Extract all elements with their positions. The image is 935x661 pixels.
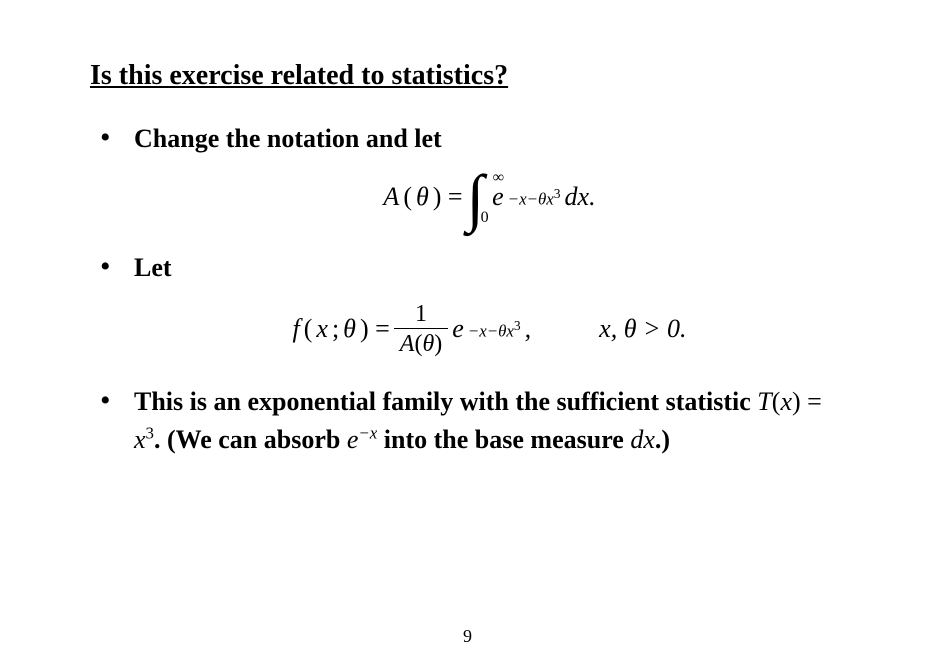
sym-theta-2: θ	[343, 310, 356, 348]
b3-p2: . (We can absorb	[154, 425, 347, 454]
b3-p4: .)	[655, 425, 670, 454]
comma: ,	[525, 310, 532, 348]
page-title: Is this exercise related to statistics?	[90, 60, 845, 92]
b3-cube: 3	[146, 423, 154, 442]
paren-close-eq: ) =	[433, 178, 463, 216]
paren-close-eq-2: ) =	[360, 310, 390, 348]
equation-A-def: A ( θ ) = ∫ ∞ 0 e −x−θx3 dx.	[134, 172, 845, 223]
bullet-2-lead: Let	[134, 253, 172, 282]
sym-A: A	[383, 178, 399, 216]
den-theta: θ	[422, 331, 434, 357]
sym-f: f	[292, 310, 299, 348]
int-lower: 0	[481, 206, 489, 229]
exp-2-main: −x−θx	[468, 322, 514, 341]
bullet-1-lead: Change the notation and let	[134, 124, 442, 153]
frac-den: A(θ)	[394, 329, 448, 357]
exp-1: −x−θx3	[508, 194, 561, 200]
b3-negx: −x	[358, 423, 377, 442]
bullet-2: Let f ( x ; θ ) = 1 A(θ) e	[90, 249, 845, 357]
frac-num: 1	[394, 301, 448, 329]
b3-close-eq: ) =	[792, 387, 822, 416]
den-close: )	[434, 331, 442, 357]
den-A: A	[400, 331, 415, 357]
exp-1-main: −x−θx	[508, 190, 554, 209]
sym-e-2: e	[452, 310, 464, 348]
slide-page: Is this exercise related to statistics? …	[0, 0, 935, 661]
paren-open-2: (	[304, 310, 313, 348]
exp-1-cube: 3	[554, 186, 561, 201]
exp-2: −x−θx3	[468, 326, 521, 332]
b3-p3: into the base measure	[377, 425, 630, 454]
integral-sign: ∫ ∞ 0	[467, 172, 489, 223]
bullet-list: Change the notation and let A ( θ ) = ∫ …	[90, 120, 845, 459]
b3-dx: dx	[630, 425, 655, 454]
sep: ;	[332, 310, 339, 348]
paren-open: (	[403, 178, 412, 216]
sym-theta: θ	[416, 178, 429, 216]
dx-1: dx.	[565, 178, 596, 216]
equation-f-def: f ( x ; θ ) = 1 A(θ) e −x−θx3	[134, 301, 845, 358]
page-number: 9	[0, 626, 935, 647]
exp-2-cube: 3	[514, 318, 521, 333]
b3-e: e	[347, 425, 359, 454]
fraction: 1 A(θ)	[394, 301, 448, 358]
int-upper: ∞	[493, 166, 504, 189]
sym-x: x	[316, 310, 328, 348]
b3-x: x	[780, 387, 792, 416]
b3-p1: This is an exponential family with the s…	[134, 387, 757, 416]
b3-x2: x	[134, 425, 146, 454]
bullet-1: Change the notation and let A ( θ ) = ∫ …	[90, 120, 845, 223]
bullet-3: This is an exponential family with the s…	[90, 383, 845, 458]
condition: x, θ > 0.	[599, 310, 686, 348]
b3-T: T	[757, 387, 771, 416]
